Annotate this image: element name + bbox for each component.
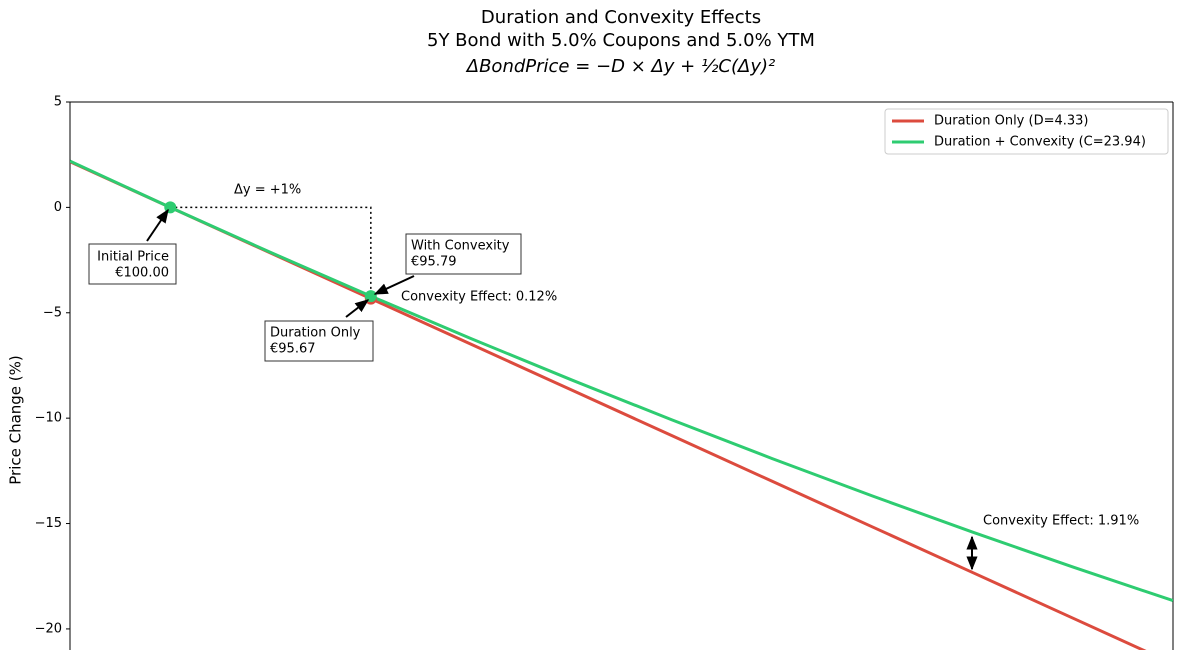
- annotation-text: With Convexity: [411, 239, 510, 254]
- y-tick-label: 0: [54, 200, 62, 215]
- formula: ΔBondPrice = −D × Δy + ½C(Δy)²: [465, 56, 775, 77]
- annotation-arrow: [345, 299, 370, 318]
- y-tick-label: −20: [35, 621, 62, 636]
- annotation-text: Initial Price: [97, 250, 169, 265]
- annotation-box: [264, 320, 374, 362]
- annotation-box: [88, 243, 177, 285]
- annotation-text: €100.00: [115, 266, 169, 281]
- annotation-box: [405, 233, 522, 275]
- series-line: [70, 159, 1173, 603]
- y-tick-label: −5: [43, 305, 62, 320]
- annotation-text: Duration Only: [270, 326, 361, 341]
- annotation-text: Δy = +1%: [234, 183, 301, 198]
- annotation-text: Convexity Effect: 0.12%: [401, 290, 557, 305]
- chart-title: Duration and Convexity Effects: [481, 7, 761, 28]
- annotation-text: €95.79: [411, 255, 457, 270]
- annotation-arrow: [146, 208, 169, 242]
- legend-box: [884, 108, 1169, 155]
- guide-line: [170, 206, 372, 299]
- annotation-text: €95.67: [270, 342, 316, 357]
- y-tick-label: −10: [35, 411, 62, 426]
- chart-subtitle: 5Y Bond with 5.0% Coupons and 5.0% YTM: [427, 30, 815, 51]
- y-tick-label: 5: [54, 95, 62, 110]
- legend-label: Duration Only (D=4.33): [934, 114, 1089, 129]
- plot-area: [70, 159, 1173, 650]
- y-tick-label: −15: [35, 516, 62, 531]
- y-axis-label: Price Change (%): [7, 355, 25, 485]
- annotation-arrow: [373, 275, 415, 295]
- legend-label: Duration + Convexity (C=23.94): [934, 135, 1146, 150]
- annotation-text: Convexity Effect: 1.91%: [983, 514, 1139, 529]
